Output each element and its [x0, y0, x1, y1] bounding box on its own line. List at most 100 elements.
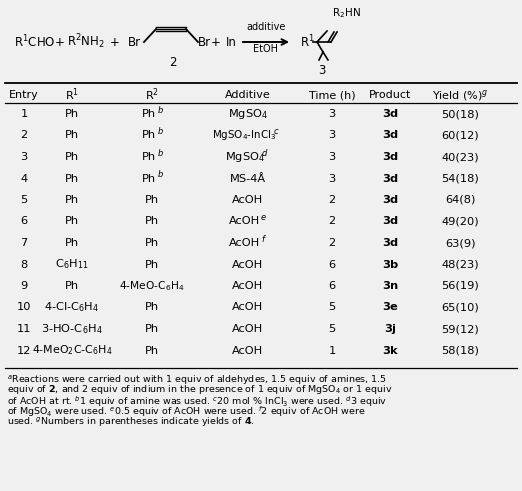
- Text: b: b: [158, 170, 163, 179]
- Text: AcOH: AcOH: [232, 302, 264, 312]
- Text: $^a$Reactions were carried out with 1 equiv of aldehydes, 1.5 equiv of amines, 1: $^a$Reactions were carried out with 1 eq…: [7, 373, 387, 387]
- Text: Time (h): Time (h): [309, 90, 355, 100]
- Text: Ph: Ph: [65, 238, 79, 248]
- Text: Ph: Ph: [65, 152, 79, 162]
- Text: Ph: Ph: [65, 195, 79, 205]
- Text: Ph: Ph: [142, 109, 156, 119]
- Text: 9: 9: [20, 281, 28, 291]
- Text: 4-MeO$_2$C-C$_6$H$_4$: 4-MeO$_2$C-C$_6$H$_4$: [32, 344, 112, 357]
- Text: 50(18): 50(18): [441, 109, 479, 119]
- Text: 3: 3: [328, 109, 336, 119]
- Text: AcOH: AcOH: [232, 324, 264, 334]
- Text: 12: 12: [17, 346, 31, 355]
- Text: 4: 4: [20, 173, 28, 184]
- Text: 3: 3: [328, 131, 336, 140]
- Text: 8: 8: [20, 260, 28, 270]
- Text: d: d: [262, 148, 267, 158]
- Text: C$_6$H$_{11}$: C$_6$H$_{11}$: [55, 258, 89, 272]
- Text: f: f: [261, 235, 264, 244]
- Text: R$^2$: R$^2$: [145, 87, 159, 103]
- Text: Entry: Entry: [9, 90, 39, 100]
- Text: 10: 10: [17, 302, 31, 312]
- Text: 2: 2: [328, 195, 336, 205]
- Text: R$^2$NH$_2$: R$^2$NH$_2$: [67, 32, 105, 52]
- Text: Ph: Ph: [145, 324, 159, 334]
- Text: 4-Cl-C$_6$H$_4$: 4-Cl-C$_6$H$_4$: [44, 300, 100, 314]
- Text: 64(8): 64(8): [445, 195, 475, 205]
- Text: 3k: 3k: [382, 346, 398, 355]
- Text: Ph: Ph: [65, 109, 79, 119]
- Text: 7: 7: [20, 238, 28, 248]
- Text: 3: 3: [328, 152, 336, 162]
- Text: 3n: 3n: [382, 281, 398, 291]
- Text: Ph: Ph: [65, 131, 79, 140]
- Text: 58(18): 58(18): [441, 346, 479, 355]
- Text: Ph: Ph: [142, 173, 156, 184]
- Text: Yield (%)$^g$: Yield (%)$^g$: [432, 87, 488, 103]
- Text: of MgSO$_4$ were used. $^e$0.5 equiv of AcOH were used. $^f$2 equiv of AcOH were: of MgSO$_4$ were used. $^e$0.5 equiv of …: [7, 405, 366, 419]
- Text: EtOH: EtOH: [254, 44, 279, 54]
- Text: b: b: [158, 127, 163, 136]
- Text: 6: 6: [328, 260, 336, 270]
- Text: In: In: [226, 35, 237, 49]
- Text: 2: 2: [169, 56, 177, 69]
- Text: 3: 3: [328, 173, 336, 184]
- Text: R$^1$: R$^1$: [65, 87, 79, 103]
- Text: 3d: 3d: [382, 195, 398, 205]
- Text: AcOH: AcOH: [229, 238, 260, 248]
- Text: equiv of $\mathbf{2}$, and 2 equiv of indium in the presence of 1 equiv of MgSO$: equiv of $\mathbf{2}$, and 2 equiv of in…: [7, 383, 393, 397]
- Text: Ph: Ph: [145, 346, 159, 355]
- Text: 4-MeO-C$_6$H$_4$: 4-MeO-C$_6$H$_4$: [120, 279, 185, 293]
- Text: AcOH: AcOH: [229, 217, 260, 226]
- Text: 3: 3: [318, 64, 326, 77]
- Text: 5: 5: [328, 302, 336, 312]
- Text: MS-4Å: MS-4Å: [230, 173, 266, 184]
- Text: +: +: [110, 35, 120, 49]
- Text: 2: 2: [20, 131, 28, 140]
- Text: 63(9): 63(9): [445, 238, 475, 248]
- Text: 60(12): 60(12): [441, 131, 479, 140]
- Text: 59(12): 59(12): [441, 324, 479, 334]
- Text: 3j: 3j: [384, 324, 396, 334]
- Text: Ph: Ph: [145, 238, 159, 248]
- Text: 3-HO-C$_6$H$_4$: 3-HO-C$_6$H$_4$: [41, 322, 103, 336]
- Text: 3d: 3d: [382, 238, 398, 248]
- Text: additive: additive: [246, 22, 286, 32]
- Text: MgSO$_4$-InCl$_3$: MgSO$_4$-InCl$_3$: [212, 129, 276, 142]
- Text: 5: 5: [328, 324, 336, 334]
- Text: Ph: Ph: [145, 195, 159, 205]
- Text: 6: 6: [20, 217, 28, 226]
- Text: R$_2$HN: R$_2$HN: [332, 6, 361, 20]
- Text: 5: 5: [20, 195, 28, 205]
- Text: Ph: Ph: [145, 302, 159, 312]
- Text: Ph: Ph: [65, 281, 79, 291]
- Text: AcOH: AcOH: [232, 281, 264, 291]
- Text: 65(10): 65(10): [441, 302, 479, 312]
- Text: 54(18): 54(18): [441, 173, 479, 184]
- Text: of AcOH at rt. $^b$1 equiv of amine was used. $^c$20 mol % InCl$_3$ were used. $: of AcOH at rt. $^b$1 equiv of amine was …: [7, 394, 387, 409]
- Text: 11: 11: [17, 324, 31, 334]
- Text: Ph: Ph: [142, 131, 156, 140]
- Text: Ph: Ph: [65, 173, 79, 184]
- Text: AcOH: AcOH: [232, 346, 264, 355]
- Text: 3: 3: [20, 152, 28, 162]
- Text: Additive: Additive: [225, 90, 271, 100]
- Text: 6: 6: [328, 281, 336, 291]
- Text: 48(23): 48(23): [441, 260, 479, 270]
- Text: 3d: 3d: [382, 131, 398, 140]
- Text: AcOH: AcOH: [232, 260, 264, 270]
- Text: c: c: [274, 127, 279, 136]
- Text: AcOH: AcOH: [232, 195, 264, 205]
- Text: used. $^g$Numbers in parentheses indicate yields of $\mathbf{4}$.: used. $^g$Numbers in parentheses indicat…: [7, 415, 255, 429]
- Text: 3d: 3d: [382, 152, 398, 162]
- Text: 2: 2: [328, 217, 336, 226]
- Text: R$^1$CHO: R$^1$CHO: [14, 34, 55, 50]
- Text: 2: 2: [328, 238, 336, 248]
- Text: Ph: Ph: [145, 260, 159, 270]
- Text: 3e: 3e: [382, 302, 398, 312]
- Text: 3d: 3d: [382, 173, 398, 184]
- Text: Ph: Ph: [142, 152, 156, 162]
- Text: MgSO$_4$: MgSO$_4$: [228, 107, 268, 121]
- Text: Br: Br: [128, 35, 141, 49]
- Text: b: b: [158, 148, 163, 158]
